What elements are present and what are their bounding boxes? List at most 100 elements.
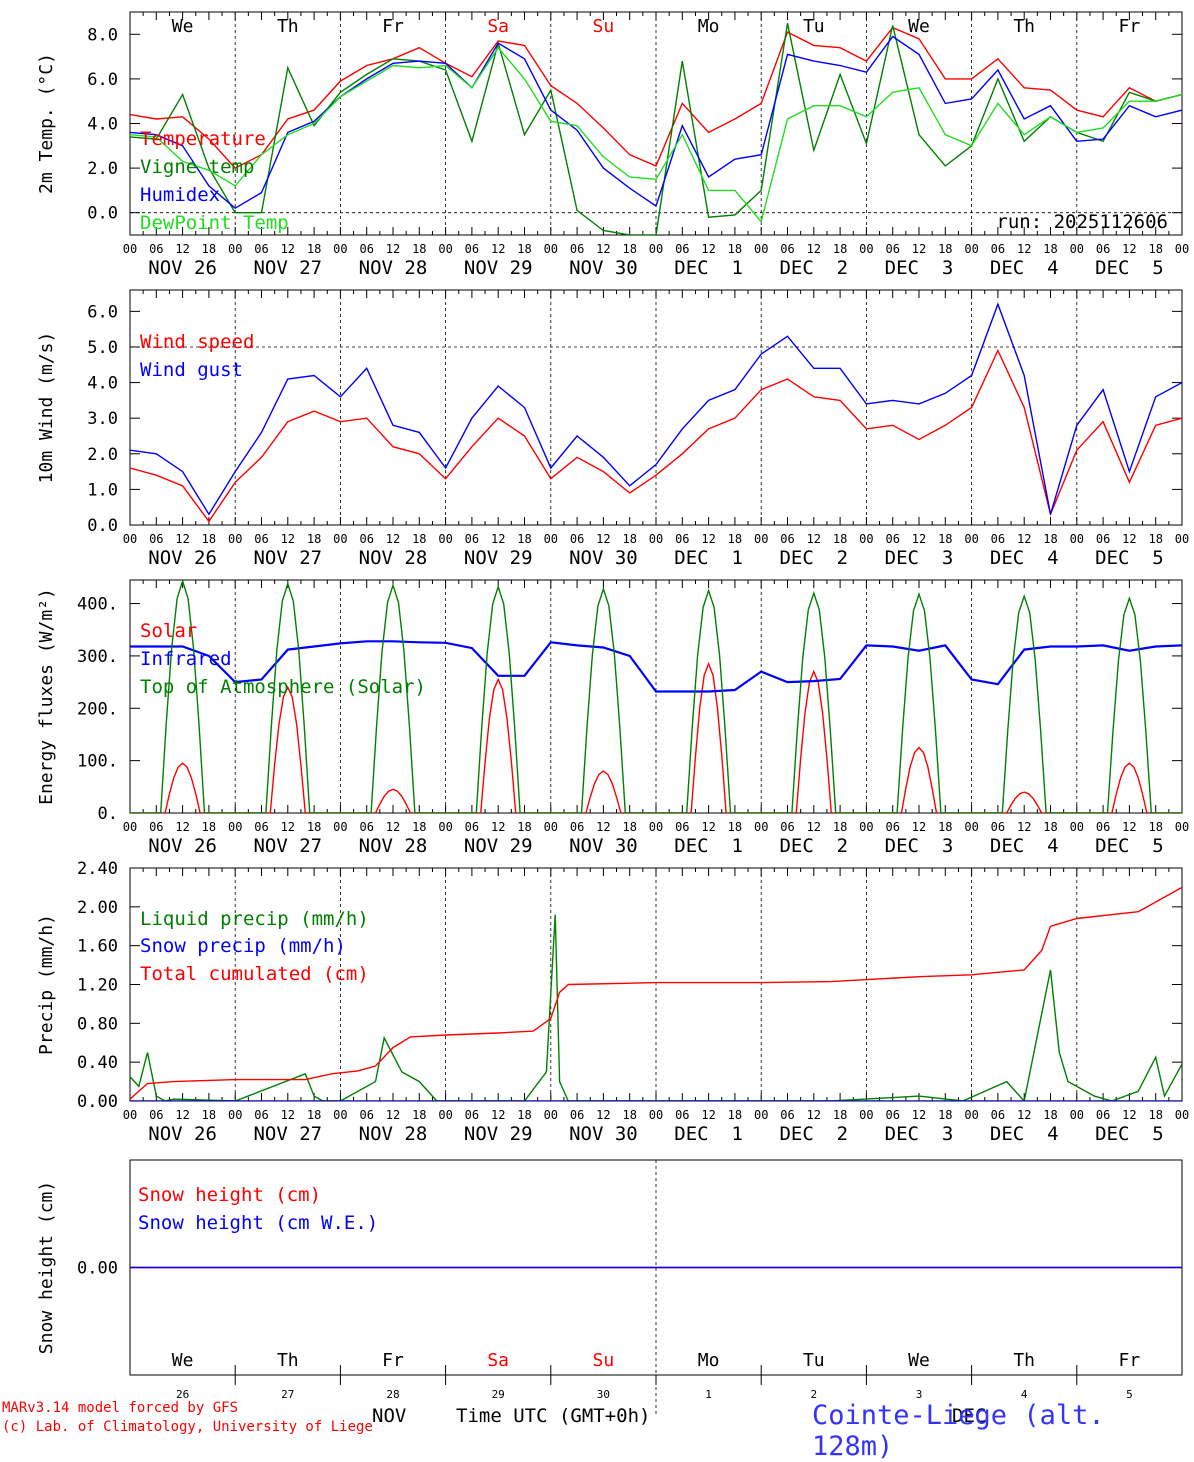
day-name-top: Tu: [803, 16, 825, 37]
date-label: NOV 29: [464, 835, 533, 857]
date-label: DEC 4: [990, 835, 1059, 857]
hour-tick-label: 06: [149, 532, 163, 546]
hour-tick-label: 06: [254, 820, 268, 834]
day-name-bottom: We: [908, 1350, 930, 1371]
series-solar: [130, 661, 1182, 813]
legend-snow-height-cm-w-e: Snow height (cm W.E.): [138, 1212, 378, 1234]
day-number: 1: [705, 1388, 712, 1401]
hour-tick-label: 00: [1070, 820, 1084, 834]
hour-tick-label: 18: [517, 820, 531, 834]
hour-tick-label: 00: [123, 242, 137, 256]
legend-solar: Solar: [140, 620, 197, 642]
date-label: NOV 30: [569, 547, 638, 569]
hour-tick-label: 06: [570, 1108, 584, 1122]
date-label: DEC 4: [990, 257, 1059, 279]
date-label: NOV 26: [148, 257, 217, 279]
legend-snow-precip-mm-h: Snow precip (mm/h): [140, 935, 346, 957]
hour-tick-label: 00: [964, 242, 978, 256]
day-number: 5: [1126, 1388, 1133, 1401]
date-label: DEC 5: [1095, 547, 1164, 569]
hour-tick-label: 06: [991, 242, 1005, 256]
hour-tick-label: 00: [649, 242, 663, 256]
hour-tick-label: 00: [1175, 820, 1189, 834]
y-tick-label: 0.0: [87, 204, 118, 224]
hour-tick-label: 18: [1043, 532, 1057, 546]
hour-tick-label: 18: [622, 242, 636, 256]
hour-tick-label: 12: [175, 532, 189, 546]
date-label: NOV 27: [253, 257, 322, 279]
hour-tick-label: 12: [281, 532, 295, 546]
date-label: NOV 26: [148, 547, 217, 569]
hour-tick-label: 06: [1096, 820, 1110, 834]
legend-liquid-precip-mm-h: Liquid precip (mm/h): [140, 908, 369, 930]
date-label: NOV 28: [359, 835, 428, 857]
y-tick-label: 2.00: [77, 898, 118, 918]
legend-wind-gust: Wind gust: [140, 359, 243, 381]
legend-temperature: Temperature: [140, 128, 266, 150]
hour-tick-label: 18: [1148, 1108, 1162, 1122]
legend-vigne-temp: Vigne temp: [140, 156, 254, 178]
hour-tick-label: 06: [254, 1108, 268, 1122]
hour-tick-label: 06: [359, 1108, 373, 1122]
date-label: DEC 1: [674, 835, 743, 857]
hour-tick-label: 00: [649, 1108, 663, 1122]
run-label: run: 2025112606: [996, 211, 1168, 233]
hour-tick-label: 12: [1017, 820, 1031, 834]
hour-tick-label: 18: [517, 532, 531, 546]
day-name-top: Mo: [698, 16, 720, 37]
hour-tick-label: 00: [438, 242, 452, 256]
date-label: NOV 27: [253, 835, 322, 857]
y-tick-label: 0.80: [77, 1014, 118, 1034]
hour-tick-label: 06: [465, 532, 479, 546]
date-label: DEC 3: [885, 547, 954, 569]
model-credit: MARv3.14 model forced by GFS: [2, 1400, 239, 1416]
hour-tick-label: 12: [807, 1108, 821, 1122]
month-label-nov: NOV: [372, 1405, 407, 1427]
y-tick-label: 0.0: [87, 516, 118, 536]
hour-tick-label: 00: [754, 820, 768, 834]
hour-tick-label: 18: [833, 1108, 847, 1122]
y-axis-label: 10m Wind (m/s): [36, 332, 57, 484]
hour-tick-label: 12: [596, 820, 610, 834]
date-label: DEC 2: [779, 1123, 848, 1145]
hour-tick-label: 12: [912, 820, 926, 834]
hour-tick-label: 18: [1148, 532, 1162, 546]
hour-tick-label: 06: [675, 242, 689, 256]
hour-tick-label: 00: [438, 820, 452, 834]
day-number: 29: [492, 1388, 505, 1401]
day-name-top: We: [908, 16, 930, 37]
hour-tick-label: 12: [175, 820, 189, 834]
y-tick-label: 1.0: [87, 480, 118, 500]
hour-tick-label: 00: [1175, 242, 1189, 256]
y-tick-label: 2.40: [77, 859, 118, 879]
hour-tick-label: 12: [281, 1108, 295, 1122]
hour-tick-label: 12: [701, 820, 715, 834]
hour-tick-label: 12: [386, 820, 400, 834]
date-label: DEC 4: [990, 547, 1059, 569]
date-label: DEC 3: [885, 257, 954, 279]
hour-tick-label: 12: [1122, 532, 1136, 546]
hour-tick-label: 00: [544, 1108, 558, 1122]
day-number: 3: [916, 1388, 923, 1401]
hour-tick-label: 00: [859, 1108, 873, 1122]
y-tick-label: 8.0: [87, 25, 118, 45]
hour-tick-label: 06: [465, 1108, 479, 1122]
day-name-bottom: Tu: [803, 1350, 825, 1371]
hour-tick-label: 00: [544, 242, 558, 256]
hour-tick-label: 18: [202, 1108, 216, 1122]
hour-tick-label: 18: [728, 820, 742, 834]
date-label: DEC 1: [674, 257, 743, 279]
hour-tick-label: 18: [728, 242, 742, 256]
legend-total-cumulated-cm: Total cumulated (cm): [140, 963, 369, 985]
day-name-bottom: Sa: [487, 1350, 509, 1371]
y-tick-label: 2.0: [87, 159, 118, 179]
hour-tick-label: 00: [1070, 242, 1084, 256]
day-name-bottom: We: [172, 1350, 194, 1371]
y-tick-label: 0.: [98, 804, 118, 824]
hour-tick-label: 18: [622, 820, 636, 834]
series-liquid-precip-mm-h: [130, 914, 1182, 1101]
hour-tick-label: 18: [1148, 820, 1162, 834]
y-tick-label: 4.0: [87, 374, 118, 394]
hour-tick-label: 06: [465, 820, 479, 834]
